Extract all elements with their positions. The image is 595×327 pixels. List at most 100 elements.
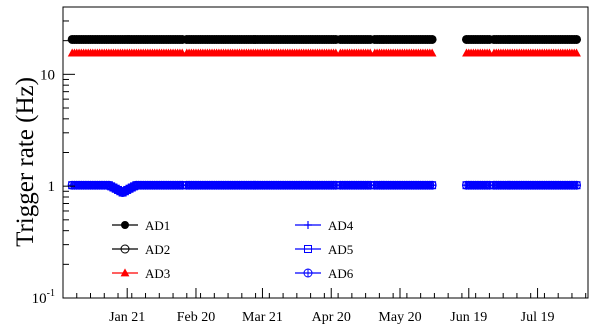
data-point-ad2: [489, 34, 499, 44]
data-point-ad2: [145, 34, 155, 44]
data-point-ad2: [303, 34, 313, 44]
data-point-ad2: [329, 34, 339, 44]
data-point-ad2: [90, 34, 100, 44]
data-point-ad2: [549, 34, 559, 44]
data-point-ad2: [269, 34, 279, 44]
data-point-ad2: [475, 34, 485, 44]
data-point-ad2: [317, 34, 327, 44]
data-point-ad2: [221, 34, 231, 44]
data-point-ad2: [310, 34, 320, 44]
data-point-ad2: [395, 34, 405, 44]
data-point-ad2: [521, 34, 531, 44]
data-point-ad2: [200, 34, 210, 44]
data-point-ad6: [427, 180, 437, 190]
legend-marker: [303, 268, 313, 278]
data-point-ad2: [331, 34, 341, 44]
data-point-ad2: [427, 34, 437, 44]
data-point-ad2: [390, 34, 400, 44]
x-tick-label: Jul 19: [521, 310, 555, 325]
legend-entry-ad3: AD3: [112, 266, 170, 281]
data-point-ad2: [365, 34, 375, 44]
data-point-ad2: [186, 34, 196, 44]
series-ad6: [67, 180, 582, 198]
data-point-ad2: [517, 34, 527, 44]
data-point-ad2: [294, 34, 304, 44]
data-point-ad2: [264, 34, 274, 44]
data-point-ad2: [244, 34, 254, 44]
data-point-ad2: [562, 34, 572, 44]
data-point-ad2: [150, 34, 160, 44]
data-point-ad2: [544, 34, 554, 44]
data-point-ad2: [223, 34, 233, 44]
legend-marker: [120, 268, 130, 277]
data-point-ad2: [464, 34, 474, 44]
data-point-ad2: [567, 34, 577, 44]
data-point-ad2: [478, 34, 488, 44]
data-point-ad1: [428, 35, 437, 44]
data-point-ad2: [482, 34, 492, 44]
data-point-ad2: [553, 34, 563, 44]
data-point-ad2: [235, 34, 245, 44]
data-point-ad2: [491, 34, 501, 44]
series-ad3: [67, 48, 581, 57]
data-point-ad2: [251, 34, 261, 44]
x-tick-label: Jun 19: [450, 310, 487, 325]
data-point-ad2: [76, 34, 86, 44]
data-point-ad2: [418, 34, 428, 44]
data-point-ad2: [138, 34, 148, 44]
x-tick-label: Feb 20: [177, 310, 216, 325]
data-point-ad2: [168, 34, 178, 44]
data-point-ad2: [230, 34, 240, 44]
data-point-ad2: [225, 34, 235, 44]
data-point-ad2: [111, 34, 121, 44]
data-point-ad2: [496, 34, 506, 44]
y-tick-label: 1: [48, 179, 56, 195]
data-point-ad2: [214, 34, 224, 44]
data-point-ad2: [212, 34, 222, 44]
data-point-ad2: [335, 34, 345, 44]
data-point-ad2: [274, 34, 284, 44]
legend-label: AD4: [328, 218, 354, 233]
legend: AD1 AD2 AD3 AD4 AD5 AD6: [112, 218, 354, 281]
data-point-ad2: [356, 34, 366, 44]
data-point-ad2: [290, 34, 300, 44]
data-point-ad2: [262, 34, 272, 44]
data-point-ad2: [118, 34, 128, 44]
data-point-ad2: [523, 34, 533, 44]
axes-layer: 10-1 1 10 Jan 21 Feb 20 Mar 21 Apr 20 May 20 Jun…: [32, 20, 587, 325]
data-point-ad2: [301, 34, 311, 44]
data-point-ad2: [340, 34, 350, 44]
data-point-ad2: [420, 34, 430, 44]
data-point-ad2: [503, 34, 513, 44]
data-point-ad2: [572, 34, 582, 44]
data-point-ad2: [113, 34, 123, 44]
data-point-ad2: [106, 34, 116, 44]
data-point-ad2: [92, 34, 102, 44]
data-point-ad2: [411, 34, 421, 44]
data-point-ad2: [267, 34, 277, 44]
data-point-ad2: [141, 34, 151, 44]
data-point-ad2: [388, 34, 398, 44]
data-point-ad2: [163, 34, 173, 44]
data-point-ad2: [379, 34, 389, 44]
data-point-ad2: [260, 34, 270, 44]
data-point-ad2: [189, 34, 199, 44]
data-point-ad2: [507, 34, 517, 44]
data-point-ad2: [425, 34, 435, 44]
data-point-ad2: [381, 34, 391, 44]
data-point-ad2: [161, 34, 171, 44]
data-point-ad2: [292, 34, 302, 44]
data-point-ad2: [342, 34, 352, 44]
data-point-ad2: [248, 34, 258, 44]
data-point-ad2: [468, 34, 478, 44]
data-point-ad2: [537, 34, 547, 44]
data-point-ad2: [124, 34, 134, 44]
data-point-ad2: [400, 34, 410, 44]
data-point-ad2: [558, 34, 568, 44]
data-point-ad2: [498, 34, 508, 44]
data-point-ad2: [560, 34, 570, 44]
data-point-ad2: [271, 34, 281, 44]
data-point-ad2: [86, 34, 96, 44]
data-point-ad2: [377, 34, 387, 44]
data-point-ad2: [285, 34, 295, 44]
